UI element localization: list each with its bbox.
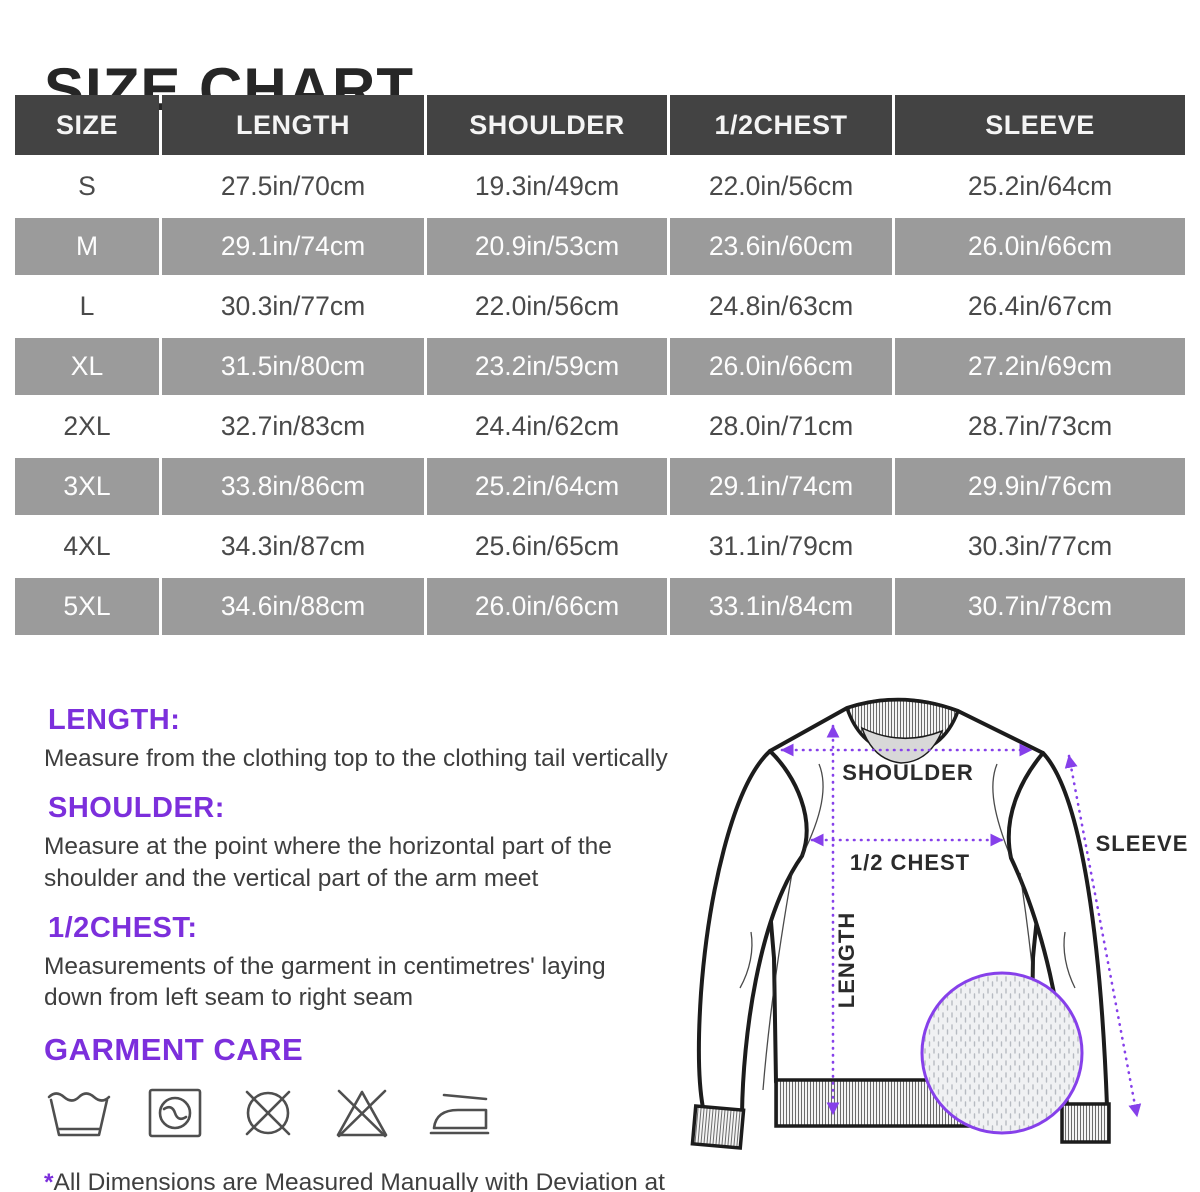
length-cell: 31.5in/80cm bbox=[162, 338, 424, 395]
sleeve-cell: 25.2in/64cm bbox=[895, 158, 1185, 215]
shoulder-cell: 25.2in/64cm bbox=[427, 458, 667, 515]
table-row: 2XL 32.7in/83cm 24.4in/62cm 28.0in/71cm … bbox=[15, 398, 1185, 455]
do-not-dry-clean-icon bbox=[236, 1084, 300, 1142]
sleeve-arrow bbox=[1064, 754, 1142, 1118]
do-not-bleach-icon bbox=[330, 1084, 394, 1142]
length-cell: 33.8in/86cm bbox=[162, 458, 424, 515]
header-sleeve: SLEEVE bbox=[895, 95, 1185, 155]
length-cell: 34.6in/88cm bbox=[162, 578, 424, 635]
tumble-dry-icon bbox=[144, 1084, 206, 1142]
half-chest-cell: 22.0in/56cm bbox=[670, 158, 892, 215]
header-size: SIZE bbox=[15, 95, 159, 155]
sleeve-cell: 30.7in/78cm bbox=[895, 578, 1185, 635]
left-cuff-ribbing bbox=[690, 1104, 746, 1150]
asterisk: * bbox=[44, 1169, 54, 1192]
half-chest-cell: 24.8in/63cm bbox=[670, 278, 892, 335]
wash-tub-icon bbox=[44, 1084, 114, 1142]
sleeve-cell: 30.3in/77cm bbox=[895, 518, 1185, 575]
sleeve-cell: 27.2in/69cm bbox=[895, 338, 1185, 395]
table-row: XL 31.5in/80cm 23.2in/59cm 26.0in/66cm 2… bbox=[15, 338, 1185, 395]
shoulder-cell: 22.0in/56cm bbox=[427, 278, 667, 335]
half-chest-cell: 23.6in/60cm bbox=[670, 218, 892, 275]
garment-care-icons bbox=[44, 1084, 744, 1142]
table-row: 5XL 34.6in/88cm 26.0in/66cm 33.1in/84cm … bbox=[15, 578, 1185, 635]
size-cell: S bbox=[15, 158, 159, 215]
sleeve-cell: 28.7in/73cm bbox=[895, 398, 1185, 455]
length-cell: 29.1in/74cm bbox=[162, 218, 424, 275]
definition-term-half-chest: 1/2CHEST: bbox=[48, 912, 198, 945]
half-chest-cell: 28.0in/71cm bbox=[670, 398, 892, 455]
table-header-row: SIZE LENGTH SHOULDER 1/2CHEST SLEEVE bbox=[15, 95, 1185, 155]
header-half-chest: 1/2CHEST bbox=[670, 95, 892, 155]
definition-term-shoulder: SHOULDER: bbox=[48, 792, 225, 825]
definition-desc-length: Measure from the clothing top to the clo… bbox=[44, 745, 668, 772]
size-cell: L bbox=[15, 278, 159, 335]
sweater-measurement-diagram: SHOULDER 1/2 CHEST LENGTH SLEEVE bbox=[680, 688, 1200, 1162]
size-cell: 4XL bbox=[15, 518, 159, 575]
shoulder-cell: 19.3in/49cm bbox=[427, 158, 667, 215]
table-row: S 27.5in/70cm 19.3in/49cm 22.0in/56cm 25… bbox=[15, 158, 1185, 215]
header-length: LENGTH bbox=[162, 95, 424, 155]
footnote-text: All Dimensions are Measured Manually wit… bbox=[53, 1169, 665, 1192]
shoulder-cell: 26.0in/66cm bbox=[427, 578, 667, 635]
length-cell: 34.3in/87cm bbox=[162, 518, 424, 575]
sleeve-cell: 26.4in/67cm bbox=[895, 278, 1185, 335]
shoulder-cell: 23.2in/59cm bbox=[427, 338, 667, 395]
right-cuff-ribbing bbox=[1060, 1102, 1111, 1144]
sleeve-label: SLEEVE bbox=[1096, 831, 1189, 856]
length-label: LENGTH bbox=[834, 912, 859, 1008]
length-cell: 27.5in/70cm bbox=[162, 158, 424, 215]
half-chest-cell: 26.0in/66cm bbox=[670, 338, 892, 395]
definition-term-length: LENGTH: bbox=[48, 704, 181, 736]
garment-care-title: GARMENT CARE bbox=[44, 1031, 304, 1067]
table-row: 3XL 33.8in/86cm 25.2in/64cm 29.1in/74cm … bbox=[15, 458, 1185, 515]
half-chest-cell: 33.1in/84cm bbox=[670, 578, 892, 635]
size-cell: M bbox=[15, 218, 159, 275]
table-row: M 29.1in/74cm 20.9in/53cm 23.6in/60cm 26… bbox=[15, 218, 1185, 275]
size-cell: 3XL bbox=[15, 458, 159, 515]
table-row: L 30.3in/77cm 22.0in/56cm 24.8in/63cm 26… bbox=[15, 278, 1185, 335]
size-cell: XL bbox=[15, 338, 159, 395]
table-row: 4XL 34.3in/87cm 25.6in/65cm 31.1in/79cm … bbox=[15, 518, 1185, 575]
length-cell: 30.3in/77cm bbox=[162, 278, 424, 335]
size-cell: 5XL bbox=[15, 578, 159, 635]
iron-icon bbox=[424, 1084, 494, 1142]
header-shoulder: SHOULDER bbox=[427, 95, 667, 155]
footnote: *All Dimensions are Measured Manually wi… bbox=[44, 1166, 679, 1192]
shoulder-label: SHOULDER bbox=[842, 760, 973, 785]
sleeve-cell: 29.9in/76cm bbox=[895, 458, 1185, 515]
shoulder-cell: 24.4in/62cm bbox=[427, 398, 667, 455]
half-chest-cell: 29.1in/74cm bbox=[670, 458, 892, 515]
half-chest-label: 1/2 CHEST bbox=[850, 850, 970, 875]
size-cell: 2XL bbox=[15, 398, 159, 455]
sleeve-cell: 26.0in/66cm bbox=[895, 218, 1185, 275]
fabric-detail-circle bbox=[920, 971, 1084, 1135]
length-cell: 32.7in/83cm bbox=[162, 398, 424, 455]
measurement-arrows bbox=[780, 724, 1142, 1118]
shoulder-cell: 25.6in/65cm bbox=[427, 518, 667, 575]
half-chest-cell: 31.1in/79cm bbox=[670, 518, 892, 575]
definition-desc-half-chest: Measurements of the garment in centimetr… bbox=[44, 953, 606, 1012]
shoulder-cell: 20.9in/53cm bbox=[427, 218, 667, 275]
definition-desc-shoulder: Measure at the point where the horizonta… bbox=[44, 833, 612, 892]
measurement-definitions: LENGTH: Measure from the clothing top to… bbox=[44, 704, 744, 1192]
size-chart-table: SIZE LENGTH SHOULDER 1/2CHEST SLEEVE S 2… bbox=[12, 92, 1188, 638]
